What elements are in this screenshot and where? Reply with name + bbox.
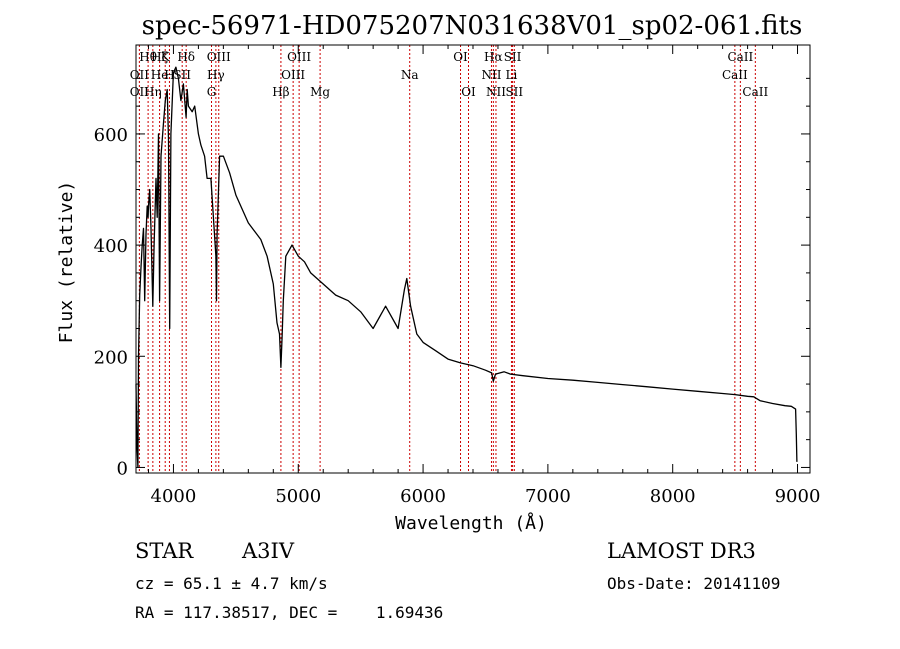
line-marker-label: OIII	[287, 50, 311, 64]
line-marker-label: Na	[401, 68, 419, 82]
line-marker-label: Hζ	[151, 50, 168, 64]
axis-ticks	[136, 45, 810, 473]
object-subclass: A3IV	[242, 539, 294, 563]
line-marker-label: Hβ	[272, 85, 289, 99]
spectrum-line	[135, 66, 798, 469]
line-marker-label: OI	[461, 85, 476, 99]
x-tick-label: 7000	[525, 486, 571, 507]
line-marker-label: SII	[504, 50, 522, 64]
line-marker-label: OIII	[281, 68, 305, 82]
x-tick-label: 6000	[400, 486, 446, 507]
line-marker-label: Hγ	[207, 68, 225, 82]
y-tick-label: 200	[94, 347, 128, 368]
coordinates: RA = 117.38517, DEC = 1.69436	[135, 603, 444, 622]
survey-name: LAMOST DR3	[607, 539, 756, 563]
line-marker-label: CaII	[727, 50, 753, 64]
line-marker-label: Hη	[144, 85, 162, 99]
x-tick-label: 9000	[775, 486, 821, 507]
line-marker-label: OII	[130, 68, 150, 82]
axis-tick-labels: 4000 5000 6000 7000 8000 9000 0 200 400 600	[94, 125, 821, 507]
line-marker-label: CaII	[742, 85, 768, 99]
line-marker-label: OI	[453, 50, 468, 64]
line-marker-label: SII	[505, 85, 523, 99]
line-marker-label: CaII	[722, 68, 748, 82]
y-tick-label: 400	[94, 236, 128, 257]
line-marker-label: K	[161, 50, 171, 64]
x-tick-label: 5000	[275, 486, 321, 507]
y-tick-label: 600	[94, 125, 128, 146]
line-marker-label: Hθ	[139, 50, 157, 64]
line-marker-label: Li	[506, 68, 518, 82]
x-tick-label: 8000	[650, 486, 696, 507]
line-marker-label: NII	[481, 68, 501, 82]
y-axis-label: Flux (relative)	[56, 181, 77, 344]
line-marker-label: He	[151, 68, 169, 82]
x-tick-label: 4000	[151, 486, 197, 507]
line-marker-label: OIII	[207, 50, 231, 64]
line-marker-label: Mg	[310, 85, 330, 99]
line-marker-label: H	[164, 68, 174, 82]
plot-frame	[135, 44, 811, 474]
line-marker-label: Hα	[484, 50, 503, 64]
x-axis-label: Wavelength (Å)	[395, 512, 547, 534]
y-tick-label: 0	[117, 458, 128, 479]
chart-title: spec-56971-HD075207N031638V01_sp02-061.f…	[142, 11, 803, 41]
object-class: STAR	[135, 539, 194, 563]
observation-date: Obs-Date: 20141109	[607, 574, 781, 593]
redshift-cz: cz = 65.1 ± 4.7 km/s	[135, 574, 328, 593]
line-markers	[138, 45, 756, 473]
line-marker-label: G	[207, 85, 217, 99]
line-marker-label: Hδ	[177, 50, 195, 64]
line-marker-label: NII	[486, 85, 506, 99]
line-marker-label: OII	[130, 85, 150, 99]
